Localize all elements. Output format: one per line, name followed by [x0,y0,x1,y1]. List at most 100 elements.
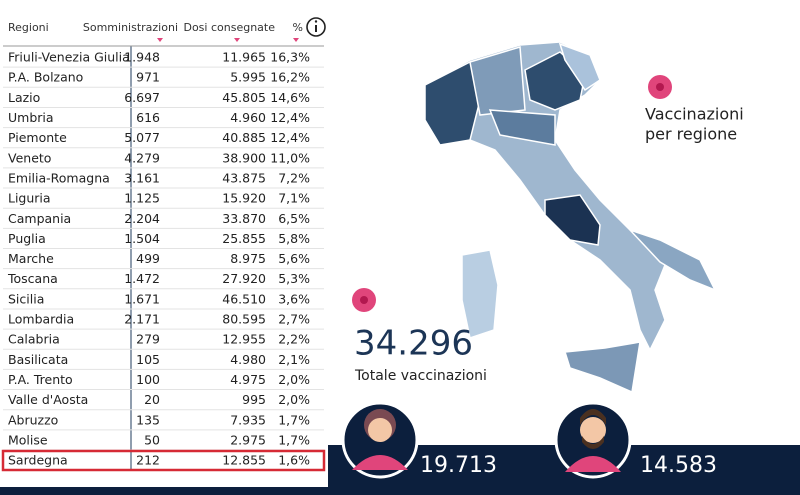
region-name: Molise [8,432,48,447]
table-cell: 5.995 [230,70,266,85]
avatar-face [580,417,606,443]
map-title: per regione [645,125,737,144]
map-lazio [544,194,601,246]
column-header: % [293,21,303,34]
table-cell: 4.975 [230,372,266,387]
column-header: Dosi consegnate [183,21,275,34]
avatar-body [565,456,621,472]
table-cell: 1.125 [124,191,160,206]
table-cell: 3,6% [278,291,310,306]
table-cell: 1.671 [124,291,160,306]
total-label: Totale vaccinazioni [354,368,487,384]
map-title: Vaccinazioni [645,105,744,124]
map-lombardia [469,46,526,116]
table-cell: 12.955 [222,332,266,347]
table-cell: 40.885 [222,130,266,145]
table-cell: 8.975 [230,251,266,266]
table-cell: 16,2% [270,70,310,85]
map-emilia [488,109,556,146]
region-name: Puglia [8,231,46,246]
region-name: Marche [8,251,54,266]
table-cell: 38.900 [222,150,266,165]
table-cell: 135 [136,412,160,427]
table-cell: 16,3% [270,50,310,65]
table-cell: 105 [136,352,160,367]
table-cell: 20 [144,392,160,407]
table-cell: 45.805 [222,90,266,105]
table-cell: 5.077 [124,130,160,145]
avatar-beard [582,436,604,449]
table-cell: 11.965 [222,50,266,65]
row-highlight [1,449,326,472]
table-cell: 27.920 [222,271,266,286]
region-name: Valle d'Aosta [8,392,88,407]
table-cell: 5,8% [278,231,310,246]
region-name: Basilicata [8,352,68,367]
table-cell: 2,0% [278,372,310,387]
table-cell: 11,0% [270,150,310,165]
map-puglia [629,229,717,292]
info-icon[interactable] [306,17,326,37]
table-cell: 4.960 [230,110,266,125]
total-value: 34.296 [354,324,473,364]
avatar-face [368,418,392,442]
region-name: Umbria [8,110,54,125]
table-cell: 995 [242,392,266,407]
italy-map [424,41,717,394]
table-cell: 5,3% [278,271,310,286]
table-cell: 43.875 [222,170,266,185]
column-header: Regioni [8,21,49,34]
table-cell: 7,2% [278,170,310,185]
table-cell: 12,4% [270,130,310,145]
table-cell: 2.975 [230,432,266,447]
man-avatar [554,401,632,479]
table-cell: 12.855 [222,453,266,468]
region-name: Friuli-Venezia Giulia [8,50,130,65]
region-name: Liguria [8,191,51,206]
table-panel [0,0,327,480]
map-friuli [558,42,601,92]
table-cell: 25.855 [222,231,266,246]
map-sardegna [461,249,499,339]
table-cell: 1,7% [278,432,310,447]
table-cell: 80.595 [222,312,266,327]
avatar-body [352,455,408,470]
table-cell: 1.504 [124,231,160,246]
table-cell: 2,2% [278,332,310,347]
region-name: Sardegna [8,453,68,468]
region-name: Toscana [7,271,58,286]
region-name: Piemonte [8,130,67,145]
table-cell: 2,0% [278,392,310,407]
table-cell: 6,5% [278,211,310,226]
region-name: Sicilia [8,291,44,306]
info-icon-dot [314,20,318,23]
table-cell: 33.870 [222,211,266,226]
table-cell: 5,6% [278,251,310,266]
table-cell: 279 [136,332,160,347]
table-cell: 1.472 [124,271,160,286]
table-cell: 1.948 [124,50,160,65]
table-cell: 971 [136,70,160,85]
region-name: P.A. Trento [8,372,73,387]
table-cell: 1,6% [278,453,310,468]
table-cell: 2,1% [278,352,310,367]
column-header: Somministrazioni [83,21,178,34]
table-cell: 1,7% [278,412,310,427]
sort-indicator [234,38,240,42]
table-cell: 4.980 [230,352,266,367]
woman-avatar [341,401,419,479]
table-cell: 2.204 [124,211,160,226]
region-name: Calabria [8,332,60,347]
table: Regioni Somministrazioni Dosi consegnate % F… [3,21,324,471]
table-cell: 3.161 [124,170,160,185]
region-name: Veneto [8,150,51,165]
flower-center [656,83,664,91]
region-name: Lombardia [8,312,74,327]
women-count: 19.713 [420,453,497,478]
table-cell: 4.279 [124,150,160,165]
table-cell: 46.510 [222,291,266,306]
table-cell: 616 [136,110,160,125]
table-cell: 7,1% [278,191,310,206]
avatar-hair [580,409,606,425]
